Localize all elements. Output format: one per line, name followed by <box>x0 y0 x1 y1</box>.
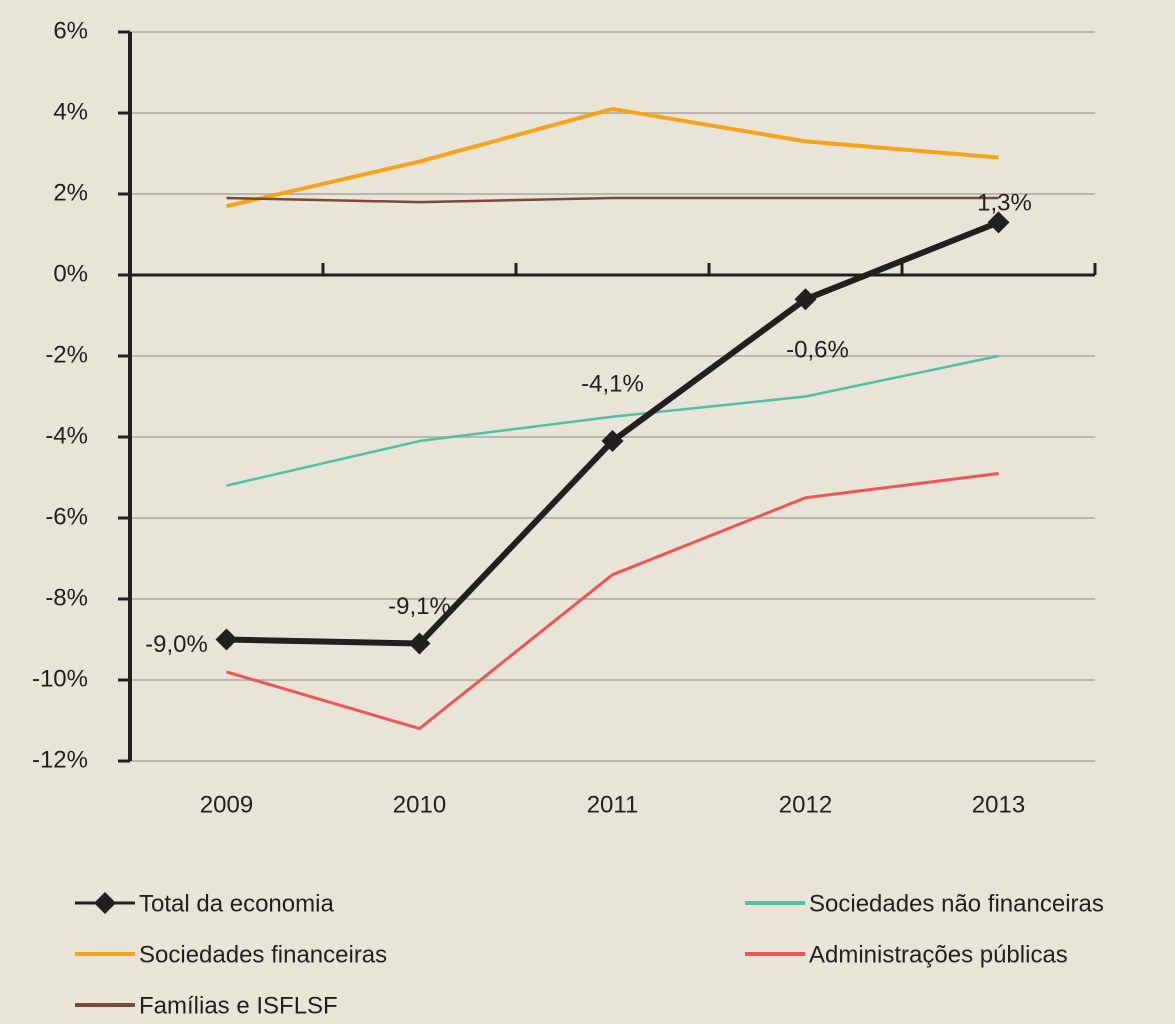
data-label: 1,3% <box>977 190 1032 217</box>
marker <box>601 430 624 453</box>
data-label: -4,1% <box>581 370 644 397</box>
data-label: -0,6% <box>786 337 849 364</box>
series-line <box>226 106 999 209</box>
y-tick-label: 2% <box>53 179 88 206</box>
marker <box>215 628 238 651</box>
y-tick-label: -10% <box>32 665 88 692</box>
data-label: -9,0% <box>145 631 208 658</box>
x-tick-label: 2011 <box>587 791 639 818</box>
x-tick-label: 2010 <box>393 791 446 818</box>
data-label: -9,1% <box>388 593 451 620</box>
marker <box>408 632 431 655</box>
legend-label: Administrações públicas <box>809 941 1068 968</box>
y-tick-label: -12% <box>32 746 88 773</box>
legend-label: Total da economia <box>139 890 334 917</box>
x-tick-label: 2012 <box>779 791 832 818</box>
y-tick-label: 4% <box>53 98 88 125</box>
marker <box>987 211 1010 234</box>
legend-marker <box>94 892 116 914</box>
series-line <box>226 471 999 731</box>
x-tick-label: 2009 <box>200 791 253 818</box>
x-tick-label: 2013 <box>972 791 1025 818</box>
y-tick-label: -6% <box>45 503 88 530</box>
y-tick-label: -8% <box>45 584 88 611</box>
legend-label: Sociedades não financeiras <box>809 890 1104 917</box>
y-tick-label: -4% <box>45 422 88 449</box>
y-tick-label: 0% <box>53 260 88 287</box>
y-tick-label: -2% <box>45 341 88 368</box>
series-line <box>226 196 999 204</box>
legend-label: Famílias e ISFLSF <box>139 992 338 1019</box>
legend-label: Sociedades financeiras <box>139 941 387 968</box>
marker <box>794 288 817 311</box>
series-line <box>226 354 999 487</box>
y-tick-label: 6% <box>53 17 88 44</box>
